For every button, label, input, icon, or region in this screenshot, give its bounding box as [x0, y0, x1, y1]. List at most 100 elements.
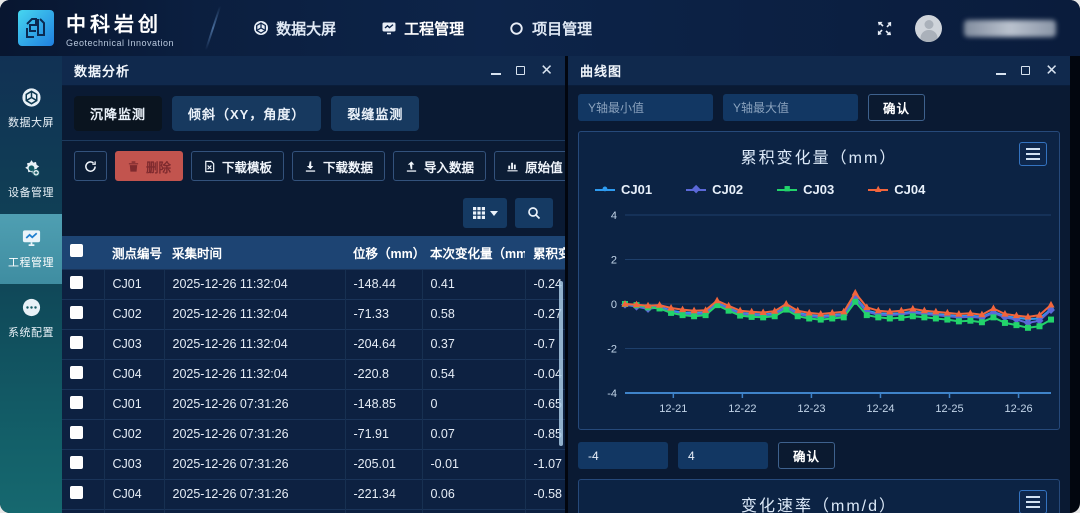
- col-displacement: 位移（mm）: [345, 236, 422, 269]
- row-checkbox[interactable]: [70, 456, 83, 469]
- window-controls: ✕: [996, 63, 1058, 78]
- table-cell: CJ01: [103, 268, 164, 299]
- svg-text:12-21: 12-21: [659, 403, 687, 415]
- nav-label: 项目管理: [532, 20, 593, 38]
- chart-menu-icon[interactable]: [1019, 490, 1047, 513]
- table-cell: 2025-12-26 11:32:04: [163, 328, 345, 359]
- row-checkbox[interactable]: [70, 366, 83, 379]
- sidebar-item-data-screen[interactable]: 数据大屏: [0, 74, 62, 144]
- gear-icon: [20, 156, 42, 178]
- table-cell: -0.65: [524, 388, 565, 419]
- sidebar-item-device-mgmt[interactable]: 设备管理: [0, 144, 62, 214]
- tab-settlement[interactable]: 沉降监测: [74, 96, 163, 131]
- table-row[interactable]: CJ04 2025-12-26 07:31:26 -221.34 0.06 -0.58: [62, 478, 565, 509]
- svg-text:2: 2: [611, 255, 617, 267]
- table-cell: 2025-12-26 07:31:26: [163, 448, 345, 479]
- table-cell: CJ01: [103, 508, 164, 513]
- close-icon[interactable]: ✕: [1045, 62, 1058, 79]
- row-checkbox[interactable]: [70, 486, 83, 499]
- sidebar-item-project-mgmt[interactable]: 工程管理: [0, 214, 62, 284]
- table-row[interactable]: CJ03 2025-12-26 11:32:04 -204.64 0.37 -0.7: [62, 328, 565, 359]
- tab-crack[interactable]: 裂缝监测: [331, 96, 420, 131]
- brand: 中科岩创 Geotechnical Innovation: [0, 0, 201, 56]
- row-checkbox[interactable]: [70, 276, 83, 289]
- table-row[interactable]: CJ01 2025-12-26 07:31:26 -148.85 0 -0.65: [62, 388, 565, 419]
- row-checkbox[interactable]: [70, 336, 83, 349]
- y-max-input[interactable]: [723, 94, 858, 121]
- row-checkbox[interactable]: [70, 396, 83, 409]
- select-all-checkbox[interactable]: [70, 244, 83, 258]
- chart-card-head: 累积变化量（mm）: [591, 142, 1047, 170]
- table-cell: CJ02: [103, 298, 164, 329]
- table-cell: -0.27: [524, 298, 565, 329]
- raw-value-button[interactable]: 原始值: [494, 151, 565, 181]
- curve-chart-window: 曲线图 ✕ 确认 累积变化量（mm） ● CJ01 ◆ CJ02 ■ CJ03 ▲ CJ04 …: [568, 56, 1070, 513]
- line-chart-plot[interactable]: 4 2 0 -2 -4 12-21 12-22 12-23 12-24 12-25 12-26: [591, 201, 1055, 423]
- delete-button[interactable]: 删除: [115, 151, 184, 181]
- table-row[interactable]: CJ02 2025-12-26 07:31:26 -71.91 0.07 -0.85: [62, 418, 565, 449]
- sidebar-label: 数据大屏: [8, 117, 54, 129]
- legend-item[interactable]: ● CJ01: [595, 182, 652, 197]
- table-cell: CJ03: [103, 448, 164, 479]
- legend-marker-icon: ■: [777, 184, 798, 196]
- chevron-down-icon: [490, 210, 498, 216]
- fullscreen-icon[interactable]: [876, 20, 893, 37]
- table-row[interactable]: CJ03 2025-12-26 07:31:26 -205.01 -0.01 -1.07: [62, 448, 565, 479]
- nav-item-mgmt[interactable]: 项目管理: [508, 18, 592, 39]
- legend-item[interactable]: ◆ CJ02: [686, 182, 743, 197]
- tab-tilt[interactable]: 倾斜（XY，角度）: [172, 96, 322, 131]
- table-row[interactable]: CJ02 2025-12-26 11:32:04 -71.33 0.58 -0.27: [62, 298, 565, 329]
- table-controls: [62, 190, 565, 236]
- y-min-input-2[interactable]: [578, 442, 668, 469]
- trash-icon: [128, 160, 139, 172]
- table-cell: -0.58: [524, 478, 565, 509]
- table-cell: -148.85: [344, 508, 422, 513]
- table-cell: CJ04: [103, 478, 164, 509]
- sidebar-label: 工程管理: [8, 257, 54, 269]
- chart-monitor-icon: [20, 226, 42, 248]
- legend-item[interactable]: ▲ CJ04: [868, 182, 925, 197]
- row-checkbox[interactable]: [70, 306, 83, 319]
- import-data-button[interactable]: 导入数据: [393, 151, 487, 181]
- column-settings-button[interactable]: [463, 198, 507, 228]
- dots-circle-icon: [20, 296, 42, 318]
- file-icon: [205, 160, 215, 172]
- sidebar-label: 系统配置: [8, 327, 54, 339]
- legend-item[interactable]: ■ CJ03: [777, 182, 834, 197]
- y-min-input[interactable]: [578, 94, 713, 121]
- table-scrollbar[interactable]: [559, 281, 563, 446]
- table-cell: 2025-12-26 03:30:48: [163, 508, 345, 513]
- table-cell: -148.44: [344, 268, 422, 299]
- chart-title: 变化速率（mm/d）: [740, 498, 897, 513]
- refresh-icon: [85, 160, 96, 172]
- confirm-button-2[interactable]: 确认: [778, 442, 836, 469]
- refresh-button[interactable]: [74, 151, 107, 181]
- minimize-icon[interactable]: [491, 67, 502, 75]
- company-subtitle: Geotechnical Innovation: [66, 38, 175, 48]
- y-max-input-2[interactable]: [678, 442, 768, 469]
- search-button[interactable]: [515, 198, 553, 228]
- row-checkbox[interactable]: [70, 426, 83, 439]
- table-cell: 2025-12-26 07:31:26: [163, 418, 345, 449]
- confirm-button[interactable]: 确认: [868, 94, 926, 121]
- table-row[interactable]: CJ01 2025-12-26 11:32:04 -148.44 0.41 -0.24: [62, 268, 565, 299]
- minimize-icon[interactable]: [996, 67, 1007, 75]
- close-icon[interactable]: ✕: [540, 62, 553, 79]
- download-data-button[interactable]: 下载数据: [292, 151, 386, 181]
- maximize-icon[interactable]: [1021, 66, 1031, 75]
- legend-marker-icon: ▲: [868, 184, 889, 196]
- download-template-button[interactable]: 下载模板: [191, 151, 285, 181]
- sidebar-item-system-config[interactable]: 系统配置: [0, 284, 62, 354]
- maximize-icon[interactable]: [516, 66, 526, 75]
- svg-text:12-26: 12-26: [1004, 403, 1032, 415]
- table-cell: -0.7: [524, 328, 565, 359]
- select-all-cell: [62, 236, 104, 269]
- legend-label: CJ02: [712, 182, 744, 197]
- nav-data-screen[interactable]: 数据大屏: [252, 18, 336, 39]
- user-avatar[interactable]: [915, 14, 942, 42]
- table-row[interactable]: CJ04 2025-12-26 11:32:04 -220.8 0.54 -0.04: [62, 358, 565, 389]
- chart-menu-icon[interactable]: [1019, 142, 1047, 166]
- nav-project-mgmt[interactable]: 工程管理: [380, 18, 464, 39]
